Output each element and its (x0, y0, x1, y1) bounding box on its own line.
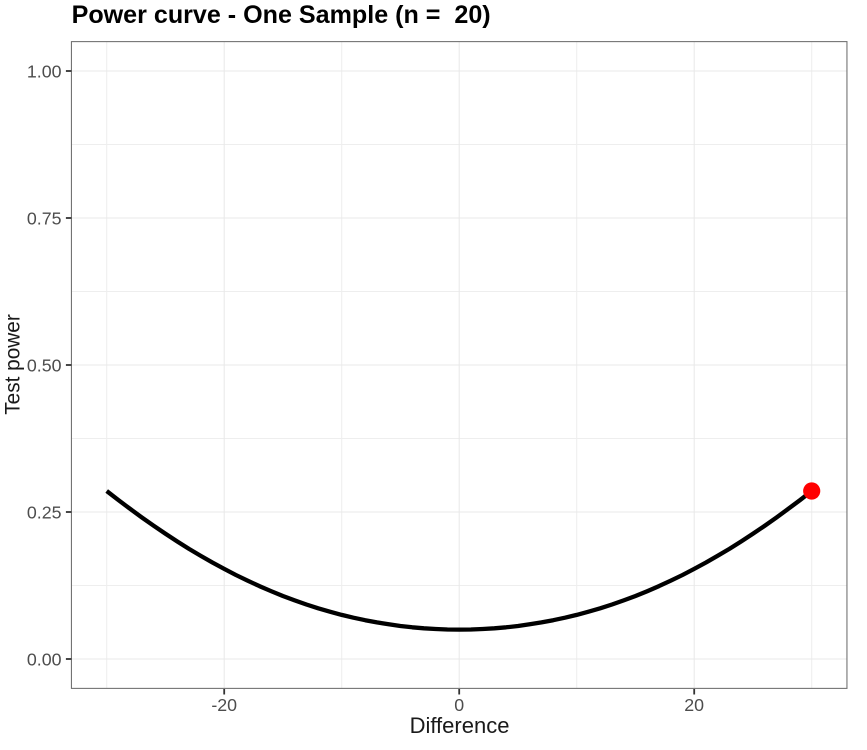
svg-text:0.25: 0.25 (27, 503, 62, 523)
svg-text:20: 20 (684, 695, 704, 715)
svg-text:0.50: 0.50 (27, 356, 62, 376)
svg-text:Power curve - One Sample (n =: Power curve - One Sample (n = 20) (72, 1, 491, 29)
svg-text:Difference: Difference (410, 713, 510, 738)
svg-text:Test power: Test power (1, 314, 24, 415)
svg-text:0.75: 0.75 (27, 209, 62, 229)
svg-text:-20: -20 (211, 695, 237, 715)
svg-text:0.00: 0.00 (27, 650, 62, 670)
svg-text:0: 0 (454, 695, 464, 715)
svg-text:1.00: 1.00 (27, 62, 62, 82)
